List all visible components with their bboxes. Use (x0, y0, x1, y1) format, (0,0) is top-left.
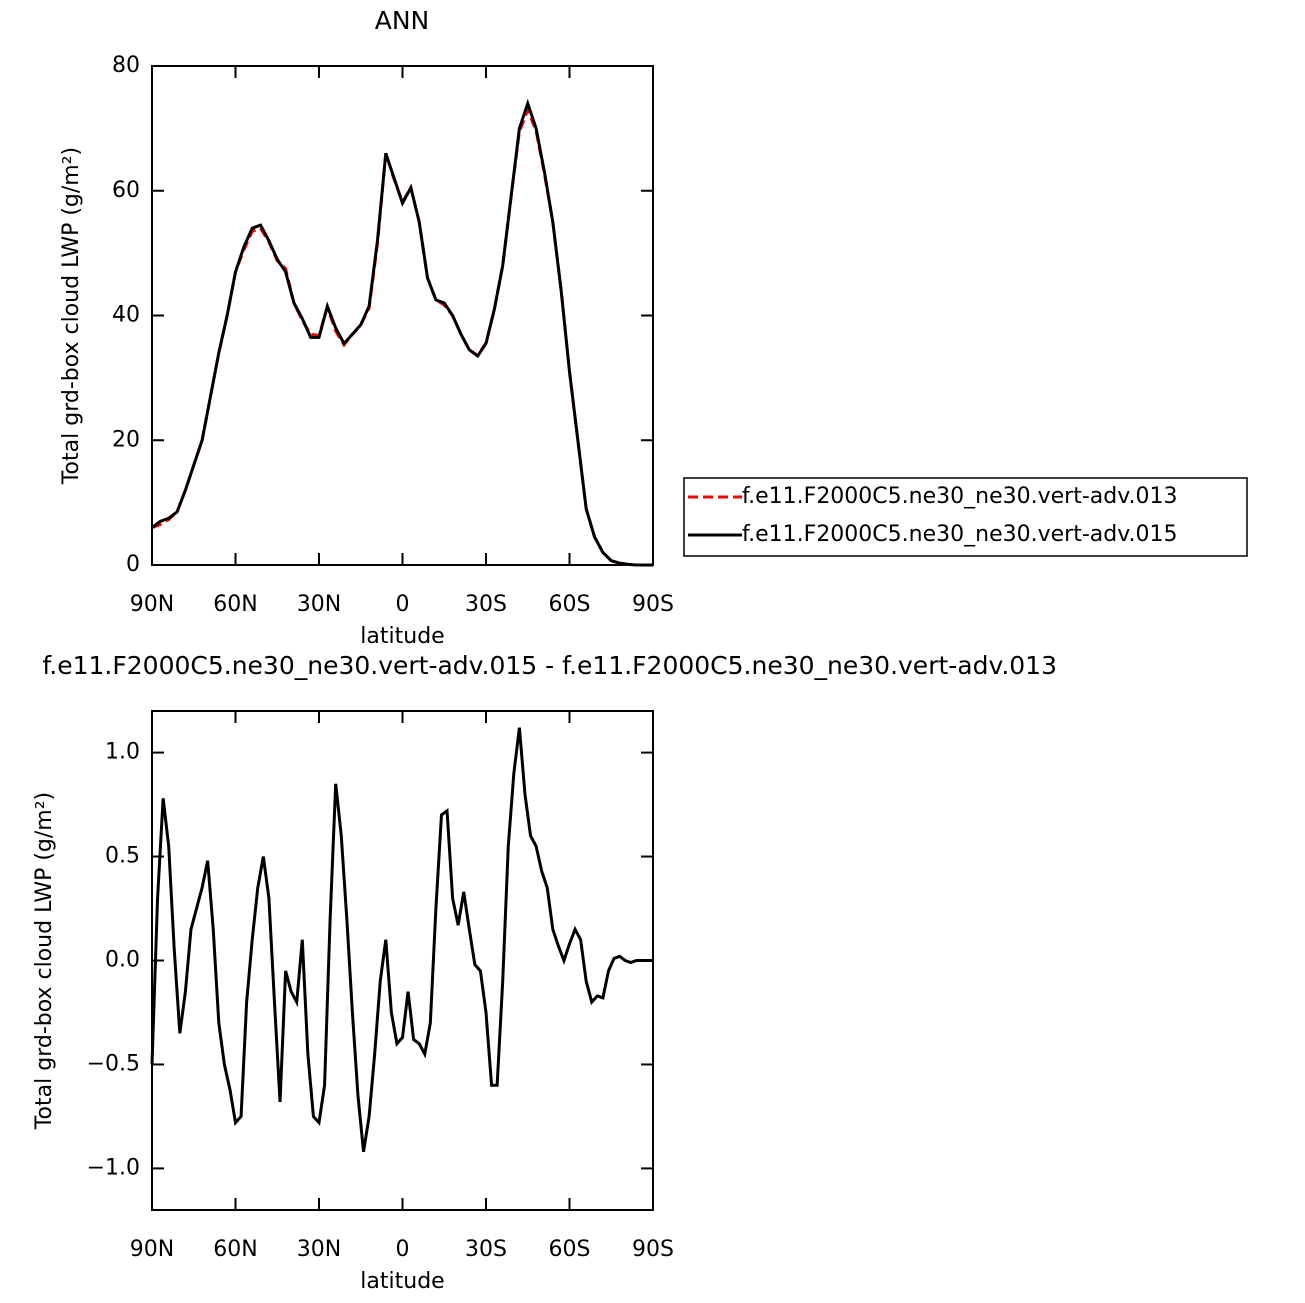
x-tick-label: 60S (549, 1237, 591, 1262)
chart-title: f.e11.F2000C5.ne30_ne30.vert-adv.015 - f… (42, 651, 1057, 680)
x-tick-label: 60N (213, 592, 257, 617)
x-tick-label: 0 (396, 1237, 410, 1262)
x-axis-label: latitude (360, 624, 444, 649)
x-axis-label: latitude (360, 1269, 444, 1294)
y-tick-label: 60 (112, 178, 140, 203)
x-tick-label: 30N (297, 1237, 341, 1262)
x-tick-label: 90S (632, 592, 674, 617)
x-tick-label: 30N (297, 592, 341, 617)
x-tick-label: 90N (130, 1237, 174, 1262)
x-tick-label: 60S (549, 592, 591, 617)
x-tick-label: 90S (632, 1237, 674, 1262)
legend-box (683, 477, 1248, 557)
y-tick-label: 80 (112, 53, 140, 78)
legend-label: f.e11.F2000C5.ne30_ne30.vert-adv.013 (742, 484, 1178, 509)
y-tick-label: 0.5 (105, 844, 140, 869)
y-tick-label: 20 (112, 427, 140, 452)
data-line (151, 98, 653, 567)
y-tick-label: −1.0 (87, 1155, 140, 1180)
y-axis-label: Total grd-box cloud LWP (g/m²) (59, 147, 84, 485)
x-tick-label: 30S (465, 1237, 507, 1262)
x-tick-label: 0 (396, 592, 410, 617)
data-line (151, 105, 653, 567)
x-tick-label: 30S (465, 592, 507, 617)
y-tick-label: 0 (126, 552, 140, 577)
x-tick-label: 90N (130, 592, 174, 617)
y-axis-label: Total grd-box cloud LWP (g/m²) (32, 792, 57, 1130)
x-tick-label: 60N (213, 1237, 257, 1262)
data-line (150, 727, 653, 1153)
plot-frame (151, 710, 654, 1211)
y-tick-label: −0.5 (87, 1051, 140, 1076)
y-tick-label: 0.0 (105, 948, 140, 973)
chart-title: ANN (375, 6, 430, 35)
y-tick-label: 40 (112, 303, 140, 328)
legend-label: f.e11.F2000C5.ne30_ne30.vert-adv.015 (742, 522, 1178, 547)
y-tick-label: 1.0 (105, 740, 140, 765)
